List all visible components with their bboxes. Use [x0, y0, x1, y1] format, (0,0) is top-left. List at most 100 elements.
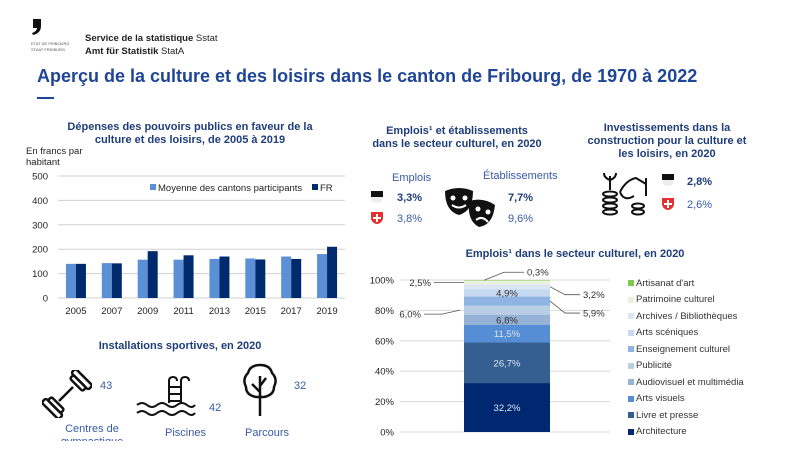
legend-swatch: [628, 379, 634, 386]
pool-ladder-icon: [136, 375, 196, 416]
data-label: 11,5%: [494, 329, 521, 340]
legend-item: Publicité: [628, 358, 744, 375]
legend-label: Enseignement culturel: [636, 343, 730, 355]
leader-line: [549, 300, 580, 314]
segment-arts-sc-niques: [464, 289, 550, 297]
chart2-legend: Artisanat d'art Patrimoine culturel Archiv…: [628, 275, 744, 440]
page-title: Aperçu de la culture et des loisirs dans…: [37, 66, 698, 86]
legend-label: Archives / Bibliothèques: [636, 310, 738, 322]
x-tick-label: 2015: [245, 306, 266, 317]
swiss-flag-icon: [371, 212, 383, 224]
segment-patrimoine-culturel: [464, 280, 550, 285]
legend-label: Architecture: [636, 426, 687, 438]
legend-item: Arts scéniques: [628, 325, 744, 342]
bar-fr: [111, 263, 122, 298]
y-tick-label: 500: [32, 172, 48, 183]
y-tick-label: 100: [32, 269, 48, 280]
bar-moyenne: [65, 263, 76, 298]
service-de-abbr: StatA: [161, 46, 185, 57]
legend-swatch: [628, 362, 634, 369]
legend-label: Livre et presse: [636, 409, 699, 421]
chart1-title: Dépenses des pouvoirs publics en faveur …: [67, 121, 313, 146]
x-tick-label: 2009: [137, 306, 158, 317]
pool-label: Piscines: [165, 427, 206, 439]
legend-label: Artisanat d'art: [636, 277, 695, 289]
bar-fr: [327, 246, 338, 298]
x-tick-label: 2007: [101, 306, 122, 317]
logo: ETAT DE FRIBOURG STAAT FREIBURG: [31, 18, 69, 53]
segment-arts-visuels: [464, 324, 550, 343]
y-tick-label: 100%: [370, 276, 395, 287]
legend-item: Archives / Bibliothèques: [628, 308, 744, 325]
bar-fr: [255, 259, 266, 298]
legend-swatch: [312, 184, 318, 190]
bar-fr: [75, 263, 86, 298]
x-tick-label: 2019: [316, 306, 337, 317]
legend-swatch: [150, 184, 156, 190]
y-tick-label: 300: [32, 220, 48, 231]
bar-fr: [291, 258, 302, 298]
bar-moyenne: [245, 258, 256, 298]
y-tick-label: 0%: [380, 428, 394, 439]
fribourg-flag-icon: [662, 174, 674, 186]
y-tick-label: 60%: [375, 336, 395, 347]
legend-item: Livre et presse: [628, 407, 744, 424]
service-fr: Service de la statistique: [85, 33, 194, 44]
gym-label: Centres de gymnastique: [61, 423, 123, 441]
money-hand-icon: [602, 172, 647, 216]
legend-item: Arts visuels: [628, 391, 744, 408]
bar-moyenne: [137, 259, 148, 298]
legend-label: Arts scéniques: [636, 327, 699, 339]
service-de: Amt für Statistik: [85, 46, 159, 57]
fribourg-logo-icon: [32, 19, 41, 35]
data-label: 0,3%: [527, 268, 549, 279]
x-tick-label: 2005: [65, 306, 86, 317]
data-label: 6,0%: [399, 310, 421, 321]
y-tick-label: 400: [32, 196, 48, 207]
data-label: 5,9%: [583, 309, 605, 320]
bar-moyenne: [101, 263, 112, 298]
leader-line: [549, 286, 580, 296]
service-fr-abbr: Sstat: [195, 33, 218, 44]
legend-label: FR: [320, 183, 333, 194]
emplois-label: Emplois: [392, 172, 432, 184]
emplois-title: Emplois¹ et établissements dans le secte…: [372, 125, 542, 150]
ch-etab: 9,6%: [508, 213, 534, 225]
legend-label: Audiovisuel et multimédia: [636, 376, 744, 388]
legend-item: Architecture: [628, 424, 744, 441]
leader-line: [424, 309, 461, 315]
bar-moyenne: [209, 258, 220, 298]
theater-masks-icon: [445, 188, 495, 227]
segment-archives-biblioth-ques: [464, 284, 550, 290]
x-tick-label: 2013: [209, 306, 230, 317]
service-name: Service de la statistique Sstat Amt für …: [85, 32, 218, 58]
y-tick-label: 200: [32, 245, 48, 256]
legend-item: Enseignement culturel: [628, 341, 744, 358]
employment-stacked-chart: 0% 20% 40% 60% 80% 100% 32,2% 26,7% 11,5% 6,8% 6,0…: [370, 268, 610, 439]
bar-fr: [183, 255, 194, 298]
tree-icon: [243, 363, 277, 416]
legend-label: Patrimoine culturel: [636, 294, 715, 306]
chart1-ylabel: En francs par habitant: [26, 146, 83, 168]
legend-item: Audiovisuel et multimédia: [628, 374, 744, 391]
bar-moyenne: [317, 254, 328, 298]
legend-swatch: [628, 313, 634, 320]
x-tick-label: 2011: [173, 306, 193, 317]
invest-title: Investissements dans la construction pou…: [587, 122, 747, 160]
dumbbell-icon: [42, 370, 92, 418]
bar-fr: [219, 256, 230, 298]
swiss-flag-icon: [662, 198, 674, 210]
data-label: 32,2%: [494, 403, 521, 414]
legend-item: Artisanat d'art: [628, 275, 744, 292]
trail-value: 32: [294, 380, 307, 392]
ch-invest: 2,6%: [687, 199, 713, 211]
data-label: 4,9%: [496, 288, 518, 299]
chart2-title: Emplois¹ dans le secteur culturel, en 20…: [465, 248, 685, 260]
segment-livre-et-presse: [464, 342, 550, 384]
fr-emplois: 3,3%: [397, 192, 423, 204]
legend-swatch: [628, 329, 634, 336]
y-tick-label: 0: [43, 294, 48, 305]
legend-swatch: [628, 428, 634, 435]
legend-label: Moyenne des cantons participants: [158, 183, 302, 194]
data-label: 3,2%: [583, 290, 605, 301]
